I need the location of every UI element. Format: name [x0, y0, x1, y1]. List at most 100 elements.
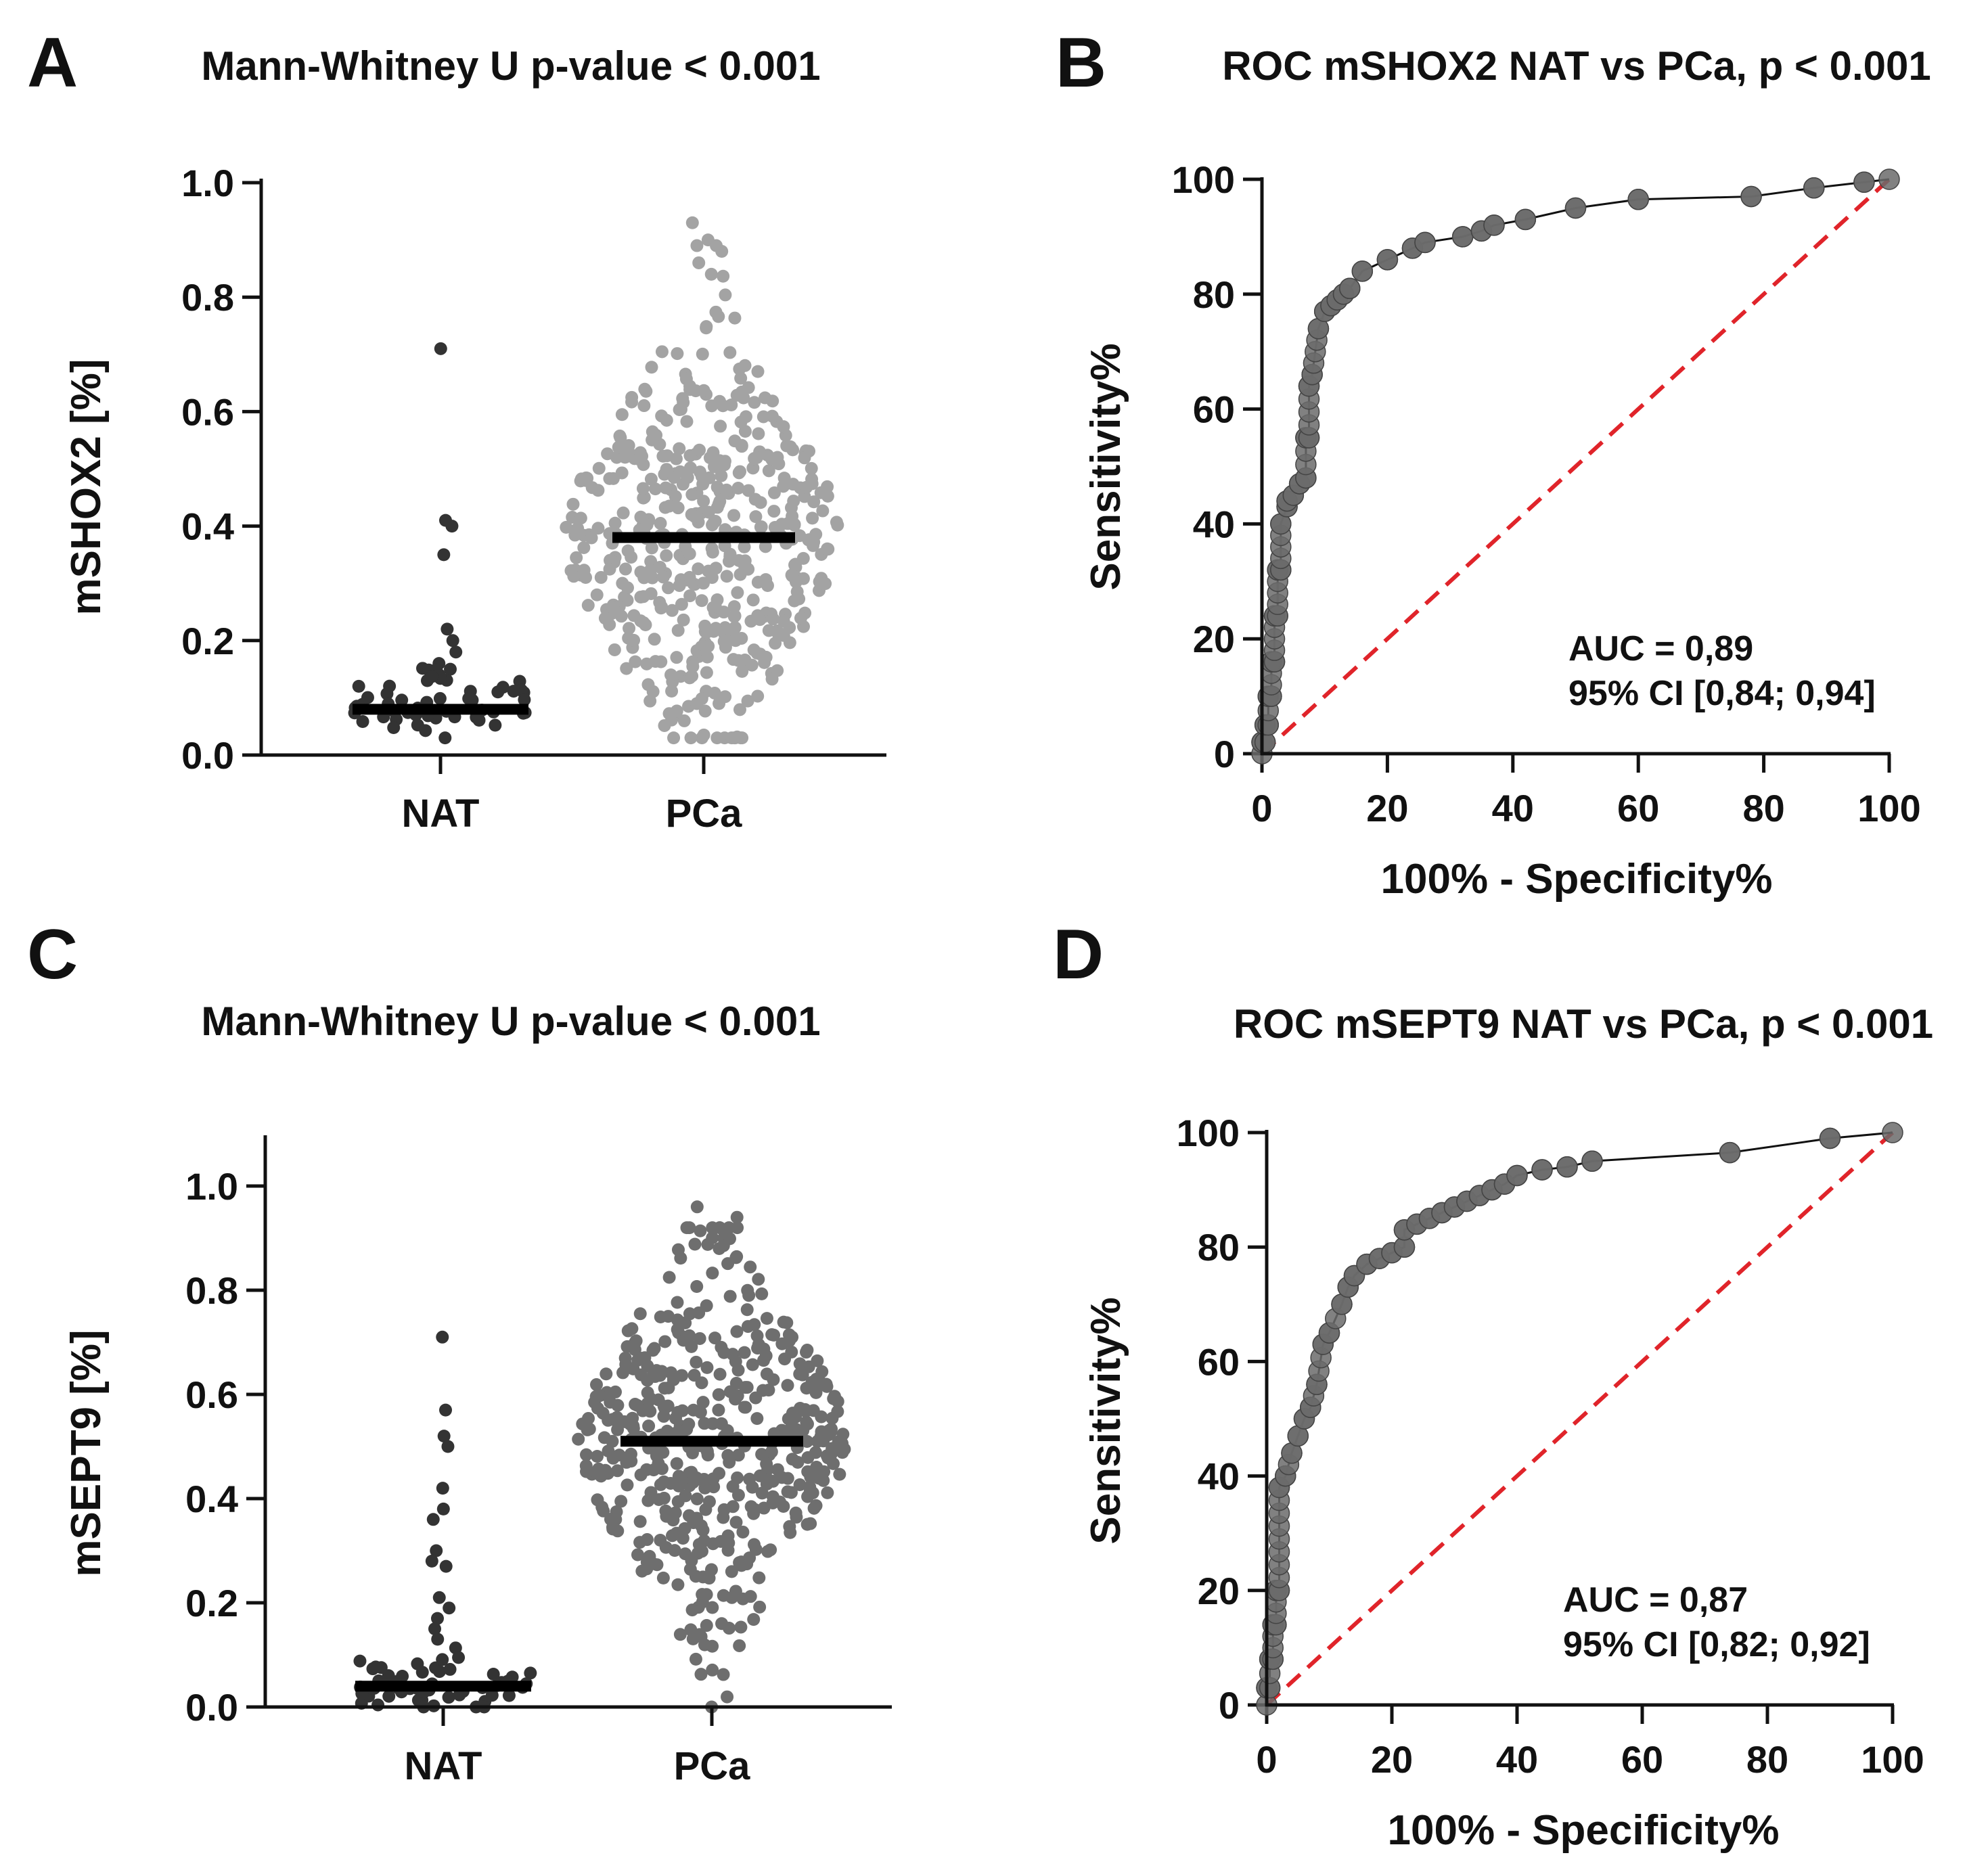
panel-c-point-pca	[801, 1451, 815, 1464]
panel-a-point-pca	[646, 425, 659, 438]
panel-d-ytick-label: 0	[1219, 1684, 1240, 1727]
panel-a-point-pca	[683, 570, 696, 584]
panel-letter-b: B	[1056, 24, 1106, 102]
panel-c-point-pca	[752, 1571, 766, 1585]
panel-c-point-pca	[683, 1221, 696, 1235]
panel-a-point-pca	[577, 541, 591, 554]
panel-c-point-pca	[756, 1354, 770, 1367]
panel-c-point-pca	[702, 1495, 716, 1509]
panel-a-category-nat: NAT	[402, 792, 480, 836]
panel-d-title: ROC mSEPT9 NAT vs PCa, p < 0.001	[1234, 1001, 1933, 1047]
panel-a-point-pca	[581, 599, 595, 612]
panel-c-point-pca	[572, 1432, 585, 1446]
panel-a-point-pca	[656, 570, 670, 584]
panel-a-point-pca	[679, 540, 692, 553]
panel-d-xtick-label: 80	[1746, 1738, 1788, 1781]
panel-a-point-pca	[698, 619, 712, 633]
panel-a-point-pca	[718, 455, 731, 468]
panel-a-point-nat	[433, 691, 447, 705]
panel-c-point-pca	[817, 1465, 831, 1478]
panel-c-point-nat	[443, 1601, 456, 1615]
panel-a-point-pca	[618, 562, 632, 576]
panel-a-point-pca	[723, 346, 737, 359]
panel-a-point-pca	[660, 449, 674, 463]
panel-a-point-pca	[639, 384, 653, 398]
panel-c-point-nat	[415, 1666, 429, 1679]
panel-a-point-pca	[695, 692, 708, 706]
panel-a-point-pca	[787, 495, 800, 508]
panel-c-ylabel: mSEPT9 [%]	[63, 1329, 110, 1576]
panel-a-point-pca	[700, 666, 713, 679]
panel-c-ytick-label: 0.4	[185, 1478, 238, 1520]
panel-c-point-nat	[443, 1662, 457, 1676]
panel-c-point-nat	[426, 1513, 440, 1526]
panel-a-points	[348, 216, 844, 745]
panel-c-point-nat	[431, 1633, 445, 1646]
panel-c-point-pca	[798, 1361, 811, 1375]
panel-a-point-pca	[608, 516, 622, 530]
panel-a-point-pca	[683, 449, 697, 462]
panel-c-point-pca	[671, 1313, 684, 1327]
panel-a-point-pca	[715, 469, 728, 482]
panel-c-point-pca	[723, 1622, 736, 1635]
panel-a-point-pca	[676, 392, 690, 405]
panel-a-point-pca	[697, 728, 710, 742]
panel-c-point-nat	[437, 1430, 451, 1443]
panel-d-xtick-label: 20	[1371, 1738, 1413, 1781]
panel-a-point-pca	[640, 657, 654, 670]
panel-c-point-pca	[658, 1382, 671, 1395]
panel-c-point-nat	[487, 1667, 500, 1681]
panel-a-point-pca	[686, 660, 700, 673]
panel-c-point-pca	[604, 1512, 617, 1526]
panel-a-point-pca	[806, 511, 819, 525]
panel-a-point-pca	[745, 658, 759, 672]
panel-a-point-pca	[709, 562, 723, 575]
panel-c-point-pca	[806, 1486, 819, 1500]
panel-c-point-pca	[755, 1287, 769, 1300]
panel-c-point-pca	[678, 1522, 692, 1535]
panel-a-point-pca	[807, 495, 821, 509]
panel-a-point-nat	[438, 731, 452, 745]
panel-a-medians	[353, 532, 795, 715]
panel-a-point-pca	[639, 618, 652, 632]
panel-c-point-pca	[701, 1449, 715, 1462]
panel-c-point-pca	[642, 1419, 656, 1433]
panel-c-point-pca	[712, 1403, 725, 1417]
panel-a-point-pca	[695, 594, 708, 608]
panel-d-xtick-label: 40	[1496, 1738, 1538, 1781]
panel-a-point-pca	[634, 510, 648, 524]
panel-a-point-pca	[703, 451, 717, 465]
panel-c-point-pca	[761, 1545, 775, 1558]
panel-a-point-pca	[709, 622, 723, 635]
panel-a-point-pca	[568, 528, 582, 542]
panel-c-point-pca	[731, 1221, 744, 1235]
panel-a-point-pca	[767, 486, 781, 499]
panel-a-point-pca	[606, 601, 620, 614]
panel-a-point-pca	[748, 452, 761, 465]
panel-c-title: Mann-Whitney U p-value < 0.001	[201, 999, 820, 1044]
panel-a-point-pca	[685, 488, 699, 501]
panel-a-point-pca	[616, 506, 630, 520]
panel-a-point-pca	[754, 520, 768, 534]
panel-a-point-pca	[614, 431, 627, 445]
panel-c-ytick-label: 1.0	[185, 1165, 238, 1208]
panel-a-point-pca	[728, 609, 742, 622]
panel-a-point-pca	[574, 472, 588, 486]
panel-a-point-pca	[690, 239, 704, 252]
panel-a-point-pca	[574, 511, 587, 525]
panel-c-point-pca	[693, 1331, 706, 1345]
panel-a-point-pca	[643, 694, 657, 708]
panel-c-point-nat	[369, 1660, 382, 1674]
panel-a-point-pca	[645, 541, 658, 555]
panel-a-point-pca	[614, 610, 628, 623]
panel-c-point-nat	[442, 1691, 455, 1704]
panel-a-point-pca	[643, 564, 657, 577]
panel-c-point-pca	[783, 1334, 796, 1348]
panel-c-point-pca	[766, 1496, 780, 1509]
panel-a-point-pca	[685, 669, 699, 683]
panel-a-ytick-label: 0.8	[181, 276, 234, 319]
panel-a-point-pca	[733, 465, 747, 478]
panel-c-point-pca	[700, 1361, 714, 1374]
panel-b-ytick-label: 40	[1193, 503, 1235, 545]
